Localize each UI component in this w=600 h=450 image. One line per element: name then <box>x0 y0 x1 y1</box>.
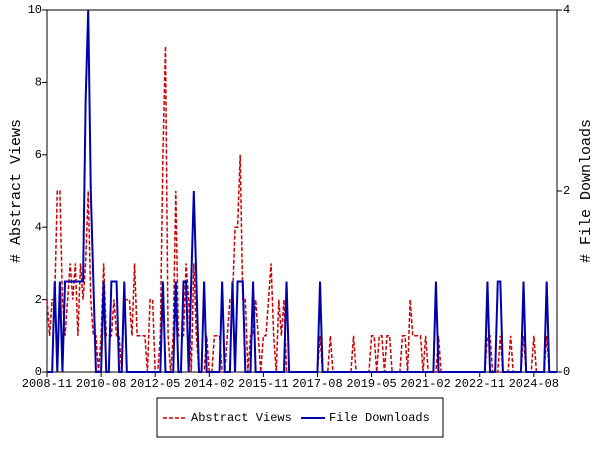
x-tick-label: 2024-08 <box>509 377 559 391</box>
y-tick-label: 10 <box>28 3 42 17</box>
y2-tick-label: 2 <box>563 184 570 198</box>
y-tick-label: 0 <box>35 365 42 379</box>
y-axis-label: # Abstract Views <box>8 119 25 263</box>
y-tick-label: 4 <box>35 220 42 234</box>
x-tick-label: 2019-05 <box>346 377 396 391</box>
x-tick-label: 2015-11 <box>238 377 288 391</box>
x-tick-label: 2010-08 <box>76 377 126 391</box>
x-tick-label: 2022-11 <box>455 377 505 391</box>
series-line <box>47 9 557 373</box>
legend-label: Abstract Views <box>191 411 292 425</box>
x-tick-label: 2017-08 <box>292 377 342 391</box>
x-tick-label: 2014-02 <box>184 377 234 391</box>
legend-label: File Downloads <box>329 411 430 425</box>
y2-tick-label: 0 <box>563 365 570 379</box>
x-tick-label: 2008-11 <box>22 377 72 391</box>
y2-tick-label: 4 <box>563 3 570 17</box>
y-tick-label: 8 <box>35 76 42 90</box>
legend-box <box>156 397 444 438</box>
x-tick-label: 2012-05 <box>130 377 180 391</box>
y-tick-label: 6 <box>35 148 42 162</box>
y-tick-label: 2 <box>35 293 42 307</box>
y2-axis-label: # File Downloads <box>578 119 595 263</box>
x-tick-label: 2021-02 <box>400 377 450 391</box>
